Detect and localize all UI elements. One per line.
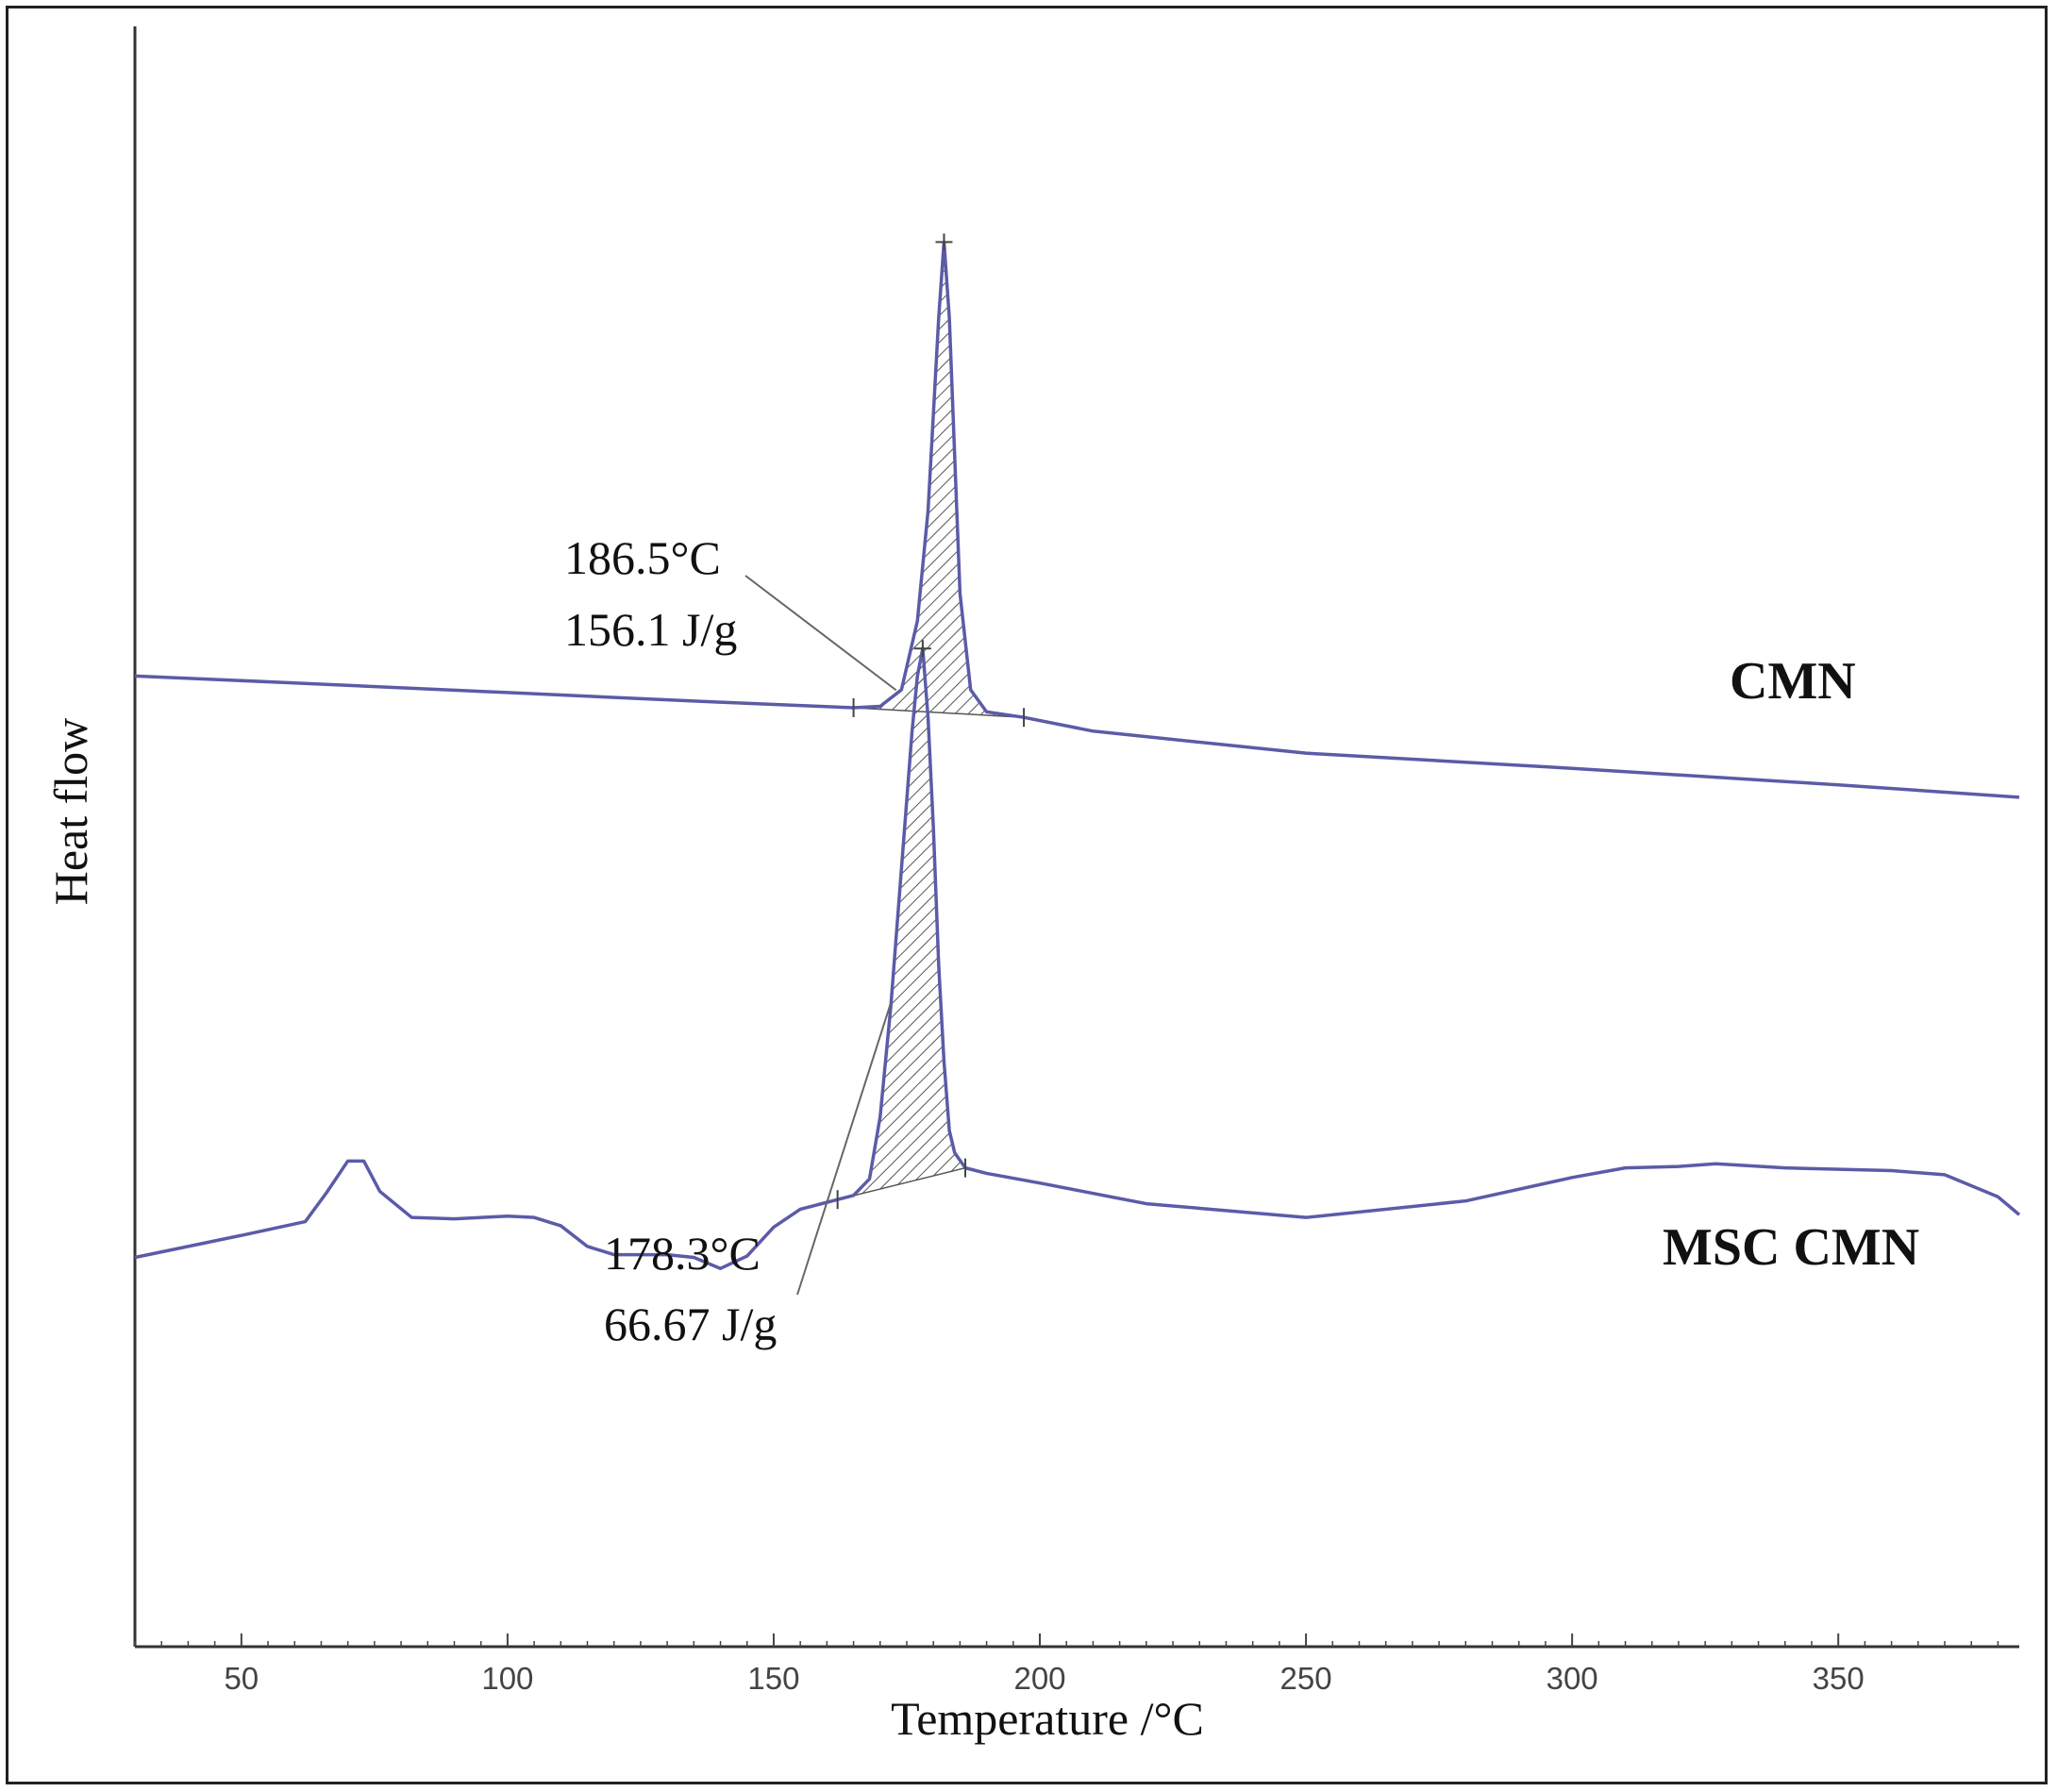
x-tick-label: 350 [1813, 1661, 1865, 1696]
msc-cmn-leader-line [796, 1002, 893, 1296]
msc-cmn-enthalpy-label: 66.67 J/g [604, 1298, 777, 1350]
annotation-leaders [744, 575, 897, 1296]
cmn-series-label: CMN [1730, 652, 1856, 711]
cmn-peak-temperature-label: 186.5°C [564, 531, 721, 584]
msc-cmn-peak-temperature-label: 178.3°C [604, 1227, 761, 1280]
msc-cmn-peak-area [837, 648, 967, 1200]
series-lines [134, 240, 2021, 1270]
cmn-enthalpy-label: 156.1 J/g [564, 603, 737, 656]
cmn-peak-marker [935, 233, 953, 251]
peak-hatch-areas [837, 242, 1025, 1200]
msc-cmn-series-label: MSC CMN [1663, 1218, 1919, 1277]
y-axis-title: Heat flow [44, 718, 97, 906]
x-major-ticks [240, 1633, 1840, 1647]
x-tick-label: 300 [1547, 1661, 1598, 1696]
x-tick-label: 100 [481, 1661, 533, 1696]
x-tick-label: 250 [1280, 1661, 1332, 1696]
x-axis-title: Temperature /°C [891, 1692, 1204, 1745]
msc-cmn-line [134, 646, 2021, 1270]
cmn-line [134, 240, 2020, 799]
x-tick-labels: 50 100 150 200 250 300 350 [224, 1661, 1864, 1696]
x-tick-label: 150 [747, 1661, 799, 1696]
msc-cmn-peak-marker [913, 640, 931, 658]
cmn-leader-line [744, 575, 897, 692]
figure-frame [6, 6, 2048, 1784]
x-tick-label: 200 [1013, 1661, 1065, 1696]
x-tick-label: 50 [224, 1661, 259, 1696]
peak-markers [836, 233, 1026, 1210]
